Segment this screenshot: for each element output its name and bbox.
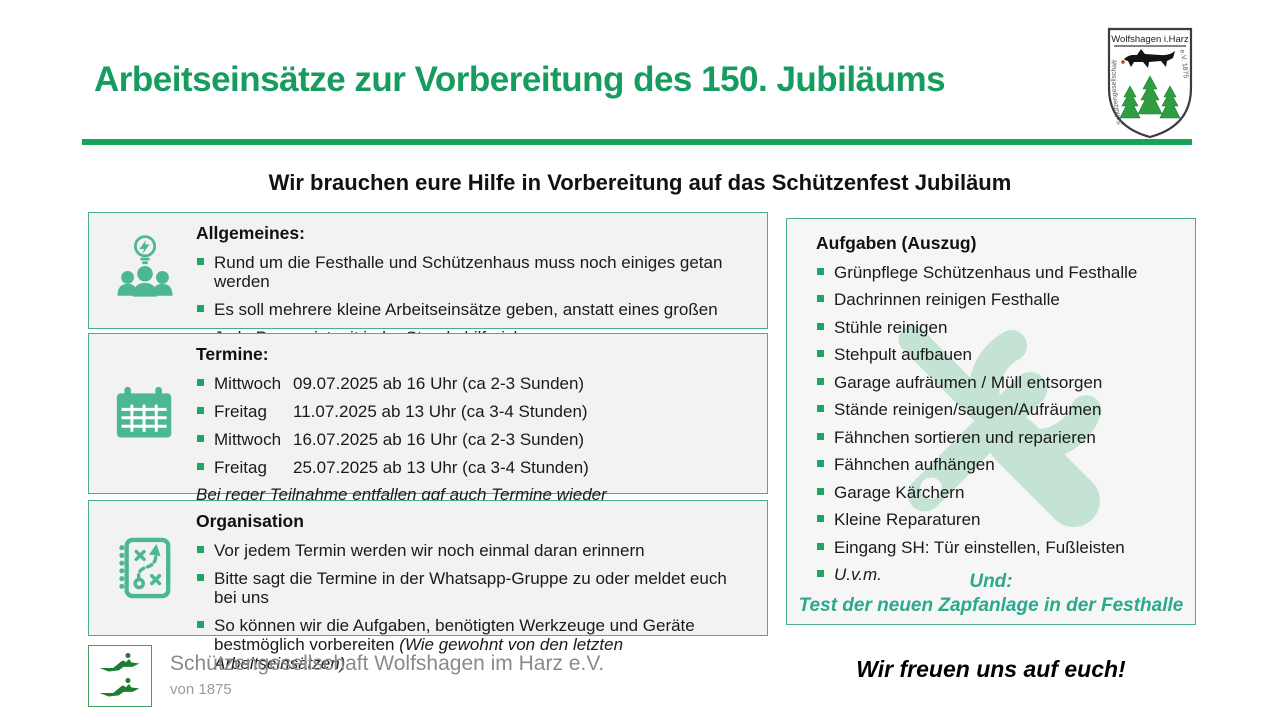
strategy-plan-icon: [101, 535, 189, 601]
allgemeines-box: Allgemeines: Rund um die Festhalle und S…: [88, 212, 768, 347]
bullet-text: So können wir die Aufgaben, benötigten W…: [214, 616, 695, 654]
organisation-heading: Organisation: [196, 511, 304, 531]
termine-heading: Termine:: [196, 344, 269, 364]
termine-row: Mittwoch 16.07.2025 ab 16 Uhr (ca 2-3 Sun…: [196, 430, 753, 449]
aufgaben-item: Eingang SH: Tür einstellen, Fußleisten: [816, 538, 1185, 557]
page-title: Arbeitseinsätze zur Vorbereitung des 150…: [94, 60, 946, 99]
fir-trees-icon: [1119, 75, 1181, 119]
termine-detail: 09.07.2025 ab 16 Uhr (ca 2-3 Sunden): [293, 374, 585, 393]
team-idea-icon: [101, 231, 189, 311]
aufgaben-item: U.v.m.: [816, 565, 1185, 584]
termine-row: Mittwoch 09.07.2025 ab 16 Uhr (ca 2-3 Sun…: [196, 374, 753, 393]
aufgaben-heading: Aufgaben (Auszug): [816, 233, 977, 253]
termine-day: Mittwoch: [214, 430, 282, 449]
calendar-icon: [101, 385, 189, 443]
aufgaben-item: Stände reinigen/saugen/Aufräumen: [816, 400, 1185, 419]
footer-founded: von 1875: [170, 681, 232, 698]
termine-box: Termine: Mittwoch 09.07.2025 ab 16 Uhr (c…: [88, 333, 768, 504]
aufgaben-item: Stühle reinigen: [816, 318, 1185, 337]
aufgaben-item: Garage aufräumen / Müll entsorgen: [816, 373, 1185, 392]
wolf-icon: [1121, 49, 1175, 68]
bullet-item: Rund um die Festhalle und Schützenhaus m…: [196, 253, 753, 291]
organisation-box: Organisation Vor jedem Termin werden wir…: [88, 500, 768, 673]
bullet-item: Vor jedem Termin werden wir noch einmal …: [196, 541, 753, 560]
termine-detail: 25.07.2025 ab 13 Uhr (ca 3-4 Stunden): [293, 458, 589, 477]
und-text: Test der neuen Zapfanlage in der Festhal…: [798, 595, 1184, 616]
allgemeines-heading: Allgemeines:: [196, 223, 305, 243]
bullet-item: Bitte sagt die Termine in der Whatsapp-G…: [196, 569, 753, 607]
title-underline: [82, 139, 1192, 145]
subtitle: Wir brauchen eure Hilfe in Vorbereitung …: [268, 170, 1012, 195]
aufgaben-item: Fähnchen sortieren und reparieren: [816, 428, 1185, 447]
wolf-mark-icon: [99, 653, 140, 697]
und-label: Und:: [969, 571, 1013, 592]
aufgaben-box: Aufgaben (Auszug) Grünpflege Schützenhau…: [786, 218, 1196, 625]
club-crest-icon: Wolfshagen i.Harz Schützengesellschaft e…: [1107, 27, 1193, 139]
aufgaben-item: Stehpult aufbauen: [816, 345, 1185, 364]
svg-text:e.V. 1875: e.V. 1875: [1178, 49, 1189, 79]
aufgaben-item: Dachrinnen reinigen Festhalle: [816, 290, 1185, 309]
closing-message: Wir freuen uns auf euch!: [856, 656, 1126, 682]
termine-day: Freitag: [214, 402, 267, 421]
footer-org-name: Schützengesellschaft Wolfshagen im Harz …: [170, 652, 605, 675]
club-logo: [88, 645, 152, 707]
aufgaben-item: Fähnchen aufhängen: [816, 455, 1185, 474]
termine-day: Freitag: [214, 458, 267, 477]
aufgaben-item: Grünpflege Schützenhaus und Festhalle: [816, 263, 1185, 282]
crest-banner-text: Wolfshagen i.Harz: [1111, 34, 1189, 45]
termine-detail: 16.07.2025 ab 16 Uhr (ca 2-3 Sunden): [293, 430, 585, 449]
termine-day: Mittwoch: [214, 374, 282, 393]
bullet-item: So können wir die Aufgaben, benötigten W…: [196, 616, 753, 673]
aufgaben-item: Kleine Reparaturen: [816, 510, 1185, 529]
crest-ring-text-right: e.V. 1875: [1178, 49, 1189, 79]
termine-detail: 11.07.2025 ab 13 Uhr (ca 3-4 Stunden): [293, 402, 588, 421]
termine-note: Bei reger Teilnahme entfallen ggf auch T…: [196, 485, 607, 504]
bullet-text-italic: (Wie gewohnt von den letzten Arbeitseins…: [214, 635, 624, 673]
club-crest: Wolfshagen i.Harz Schützengesellschaft e…: [1100, 26, 1200, 140]
termine-row: Freitag 11.07.2025 ab 13 Uhr (ca 3-4 Stun…: [196, 402, 753, 421]
termine-row: Freitag 25.07.2025 ab 13 Uhr (ca 3-4 Stun…: [196, 458, 753, 477]
aufgaben-item: Garage Kärchern: [816, 483, 1185, 502]
tools-watermark-icon: [898, 325, 1102, 527]
bullet-item: Es soll mehrere kleine Arbeitseinsätze g…: [196, 300, 753, 319]
